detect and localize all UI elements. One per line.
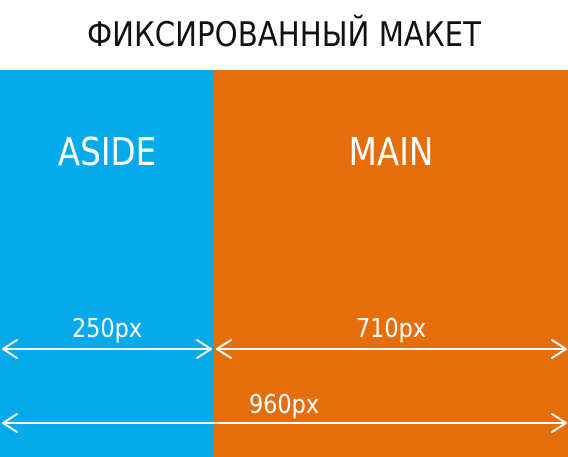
aside-label: ASIDE [57, 130, 157, 174]
total-width-label: 960px [248, 390, 320, 420]
main-label: MAIN [348, 130, 434, 174]
main-width-arrow [216, 339, 567, 359]
page-title: ФИКСИРОВАННЫЙ МАКЕТ [86, 15, 482, 55]
total-width-arrow [2, 413, 567, 433]
main-width-label: 710px [355, 314, 427, 344]
main-block [214, 70, 568, 457]
aside-block [0, 70, 214, 457]
aside-width-arrow [2, 339, 212, 359]
aside-width-label: 250px [71, 314, 143, 344]
